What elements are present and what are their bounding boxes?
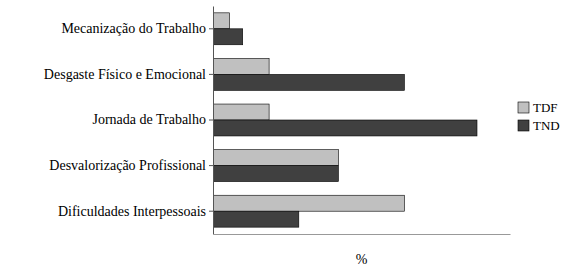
- y-tick-mark: [209, 28, 213, 29]
- y-tick-label: Desvalorização Profissional: [49, 158, 206, 173]
- y-tick-mark: [209, 120, 213, 121]
- legend-swatch: [518, 120, 529, 131]
- y-tick: Desvalorização Profissional: [49, 158, 213, 173]
- bar: [213, 13, 230, 29]
- bar: [213, 195, 404, 211]
- bar: [213, 29, 243, 45]
- x-axis-line: [214, 234, 511, 235]
- y-tick-label: Mecanização do Trabalho: [61, 21, 206, 36]
- y-axis-line: [213, 7, 214, 235]
- bar: [213, 58, 269, 74]
- bar: [213, 120, 477, 136]
- plot: Mecanização do Trabalho Desgaste Físico e…: [44, 7, 511, 235]
- bar: [213, 211, 299, 227]
- y-tick-mark: [209, 74, 213, 75]
- y-tick: Dificuldades Interpessoais: [58, 204, 213, 219]
- legend-label: TND: [533, 118, 560, 133]
- y-tick-label: Dificuldades Interpessoais: [58, 204, 206, 219]
- y-tick-label: Desgaste Físico e Emocional: [44, 67, 206, 82]
- y-axis: Mecanização do Trabalho Desgaste Físico e…: [44, 7, 214, 235]
- bar: [213, 104, 269, 120]
- bar: [213, 150, 338, 166]
- x-label: %: [356, 252, 368, 267]
- bar: [213, 74, 404, 90]
- y-tick-mark: [209, 211, 213, 212]
- bar: [213, 166, 338, 182]
- y-tick: Jornada de Trabalho: [92, 112, 213, 127]
- y-tick-label: Jornada de Trabalho: [92, 112, 206, 127]
- legend-label: TDF: [533, 100, 558, 115]
- legend-swatch: [518, 102, 529, 113]
- y-tick: Mecanização do Trabalho: [61, 21, 213, 36]
- chart: Mecanização do Trabalho Desgaste Físico e…: [0, 0, 568, 272]
- y-tick-mark: [209, 165, 213, 166]
- bars: [213, 13, 477, 227]
- x-axis: [214, 234, 511, 235]
- y-tick: Desgaste Físico e Emocional: [44, 67, 213, 82]
- legend: TDF TND: [518, 100, 560, 133]
